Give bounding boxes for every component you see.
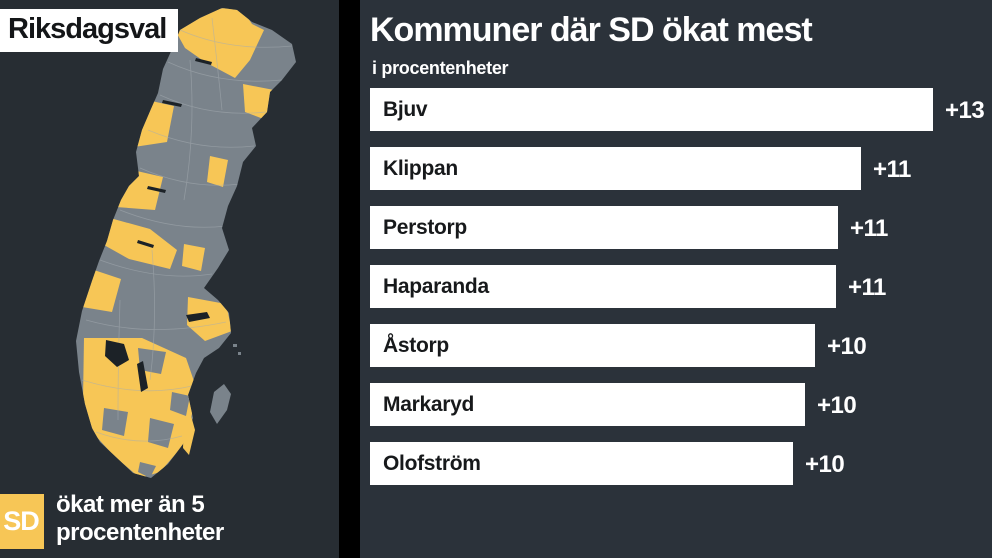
bar-olofstrom: Olofström — [370, 442, 793, 485]
bar-row-markaryd: Markaryd +10 — [370, 383, 990, 426]
bar-chart: Bjuv +13 Klippan +11 Perstorp +11 Haparanda… — [370, 88, 990, 501]
bar-klippan: Klippan — [370, 147, 861, 190]
map-panel: Riksdagsval — [0, 0, 339, 558]
bar-row-olofstrom: Olofström +10 — [370, 442, 990, 485]
legend-label-line1: ökat mer än 5 — [56, 491, 205, 518]
bar-value-klippan: +11 — [873, 156, 911, 183]
map-islands — [183, 150, 244, 455]
bar-row-bjuv: Bjuv +13 — [370, 88, 990, 131]
map-municipality-borders — [81, 17, 293, 442]
bar-value-markaryd: +10 — [817, 392, 857, 419]
bar-row-haparanda: Haparanda +11 — [370, 265, 990, 308]
bar-astorp: Åstorp — [370, 324, 815, 367]
chart-panel: Kommuner där SD ökat mest i procentenhet… — [360, 0, 992, 558]
bar-row-klippan: Klippan +11 — [370, 147, 990, 190]
bar-value-bjuv: +13 — [945, 97, 985, 124]
bar-value-haparanda: +11 — [848, 274, 886, 301]
map-legend: SD ökat mer än 5 procentenheter — [0, 491, 339, 552]
sd-party-swatch: SD — [0, 494, 44, 549]
bar-perstorp: Perstorp — [370, 206, 838, 249]
bar-value-perstorp: +11 — [850, 215, 888, 242]
map-lakes — [105, 58, 212, 392]
sweden-municipality-map — [76, 8, 296, 478]
bar-row-perstorp: Perstorp +11 — [370, 206, 990, 249]
chart-subtitle: i procentenheter — [372, 58, 509, 78]
election-type-badge: Riksdagsval — [0, 9, 179, 53]
bar-row-astorp: Åstorp +10 — [370, 324, 990, 367]
bar-markaryd: Markaryd — [370, 383, 805, 426]
chart-title: Kommuner där SD ökat mest — [370, 11, 813, 49]
legend-label: ökat mer än 5 procentenheter — [56, 491, 224, 547]
bar-value-astorp: +10 — [827, 333, 867, 360]
bar-haparanda: Haparanda — [370, 265, 836, 308]
map-island-oland — [183, 412, 195, 455]
bar-bjuv: Bjuv — [370, 88, 933, 131]
legend-label-line2: procentenheter — [56, 519, 224, 546]
panel-separator — [339, 0, 360, 558]
map-island-gotland — [210, 384, 231, 424]
bar-value-olofstrom: +10 — [805, 451, 845, 478]
